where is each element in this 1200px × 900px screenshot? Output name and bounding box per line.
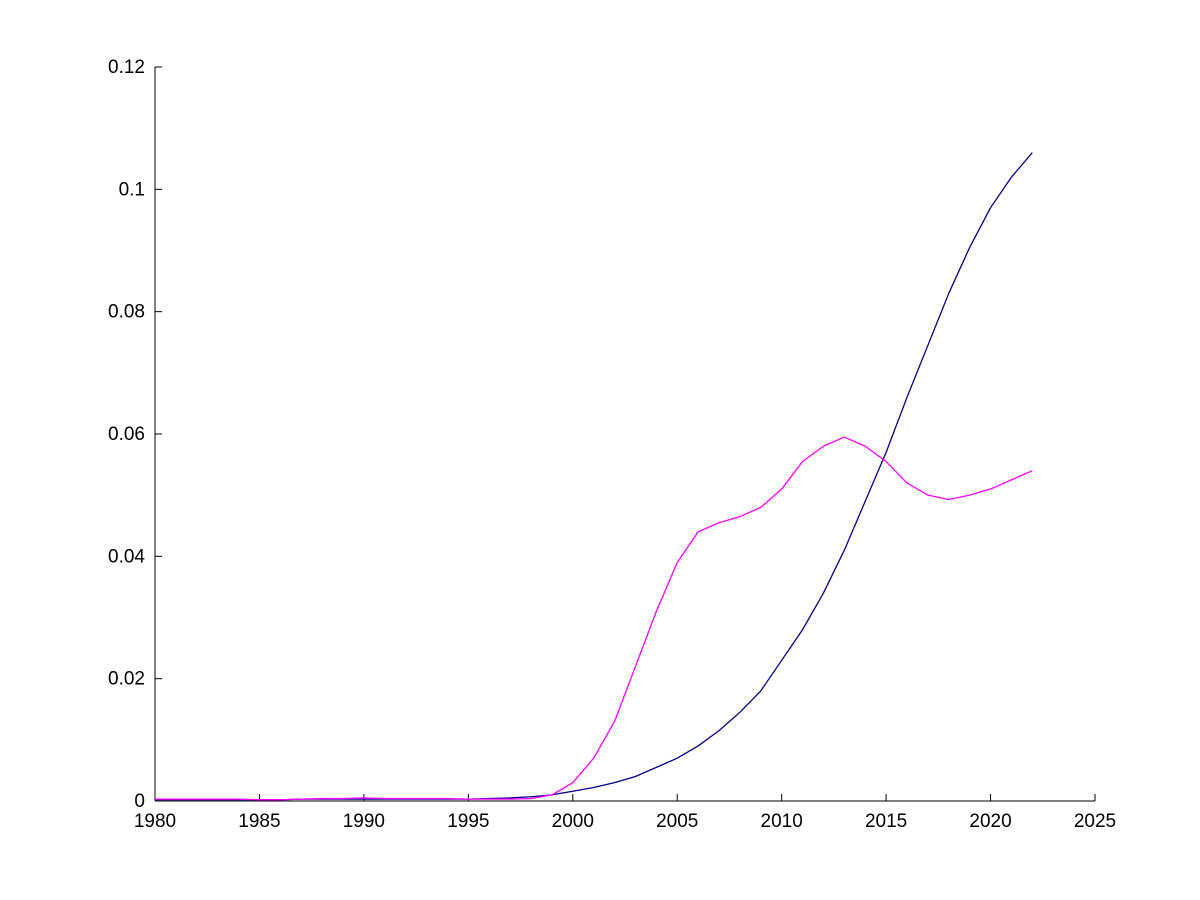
y-tick-label: 0.04 [108,546,145,567]
x-tick-label: 2015 [865,811,907,832]
x-tick-label: 2010 [761,811,803,832]
y-tick-label: 0.1 [119,179,145,200]
y-tick-label: 0.12 [108,57,145,78]
y-tick-label: 0.08 [108,302,145,323]
y-tick-label: 0.06 [108,424,145,445]
x-tick-label: 1985 [238,811,280,832]
x-tick-label: 2000 [552,811,594,832]
y-tick-label: 0.02 [108,669,145,690]
x-tick-label: 2025 [1074,811,1116,832]
x-tick-label: 1995 [447,811,489,832]
y-tick-label: 0 [134,791,145,812]
magenta-series-line [155,436,1033,801]
x-tick-label: 1990 [343,811,385,832]
x-tick-label: 1980 [134,811,176,832]
x-tick-label: 2020 [969,811,1011,832]
x-tick-label: 2005 [656,811,698,832]
